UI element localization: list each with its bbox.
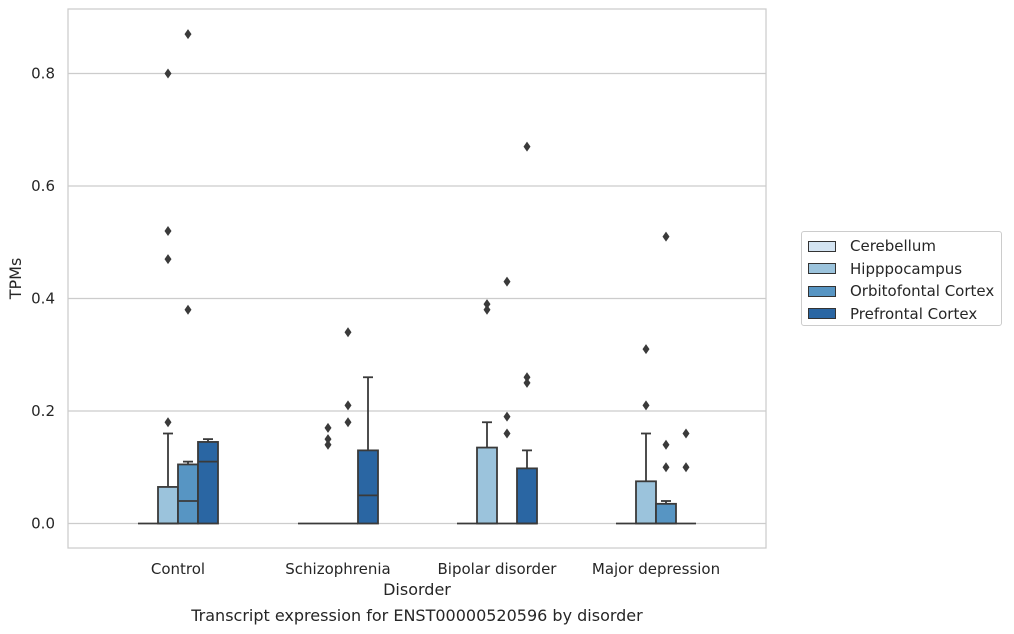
box-prefrontal-cortex [197,438,219,525]
outlier-point [164,417,172,428]
outlier-point [164,226,172,236]
chart-caption: Transcript expression for ENST0000052059… [191,606,643,625]
box [516,467,538,525]
outlier-point [184,304,192,315]
gridlines [68,72,766,525]
y-tick-label: 0.0 [31,515,55,533]
outlier-point [503,428,511,439]
outlier-point [344,417,352,428]
x-tick-labels: Control Schizophrenia Bipolar disorder Majo… [151,560,720,578]
outlier-point [184,29,192,40]
outlier-point [682,428,690,439]
legend-label: Prefrontal Cortex [850,304,978,323]
outlier-point [324,439,332,450]
box-orbitofontal-cortex [177,29,199,525]
y-tick-label: 0.2 [31,402,55,420]
legend: Cerebellum Hipppocampus Orbitofontal Corte… [801,231,1002,326]
legend-swatch [808,240,836,252]
outlier-point [503,411,511,422]
outlier-point [642,344,650,355]
outlier-point [324,434,332,445]
outlier-point [662,231,670,242]
box [157,486,179,525]
legend-label: Orbitofontal Cortex [850,282,995,301]
outlier-point [483,304,491,315]
box-hipppocampus [318,422,338,525]
legend-item: Cerebellum [802,235,1001,258]
y-tick-labels: 0.0 0.2 0.4 0.6 0.8 [31,65,55,533]
box-hipppocampus [157,68,179,525]
box [197,441,219,525]
legend-swatch [808,263,836,275]
box-hipppocampus [635,344,657,525]
outlier-point [662,439,670,450]
boxes [138,29,696,525]
box [177,463,199,525]
legend-swatch [808,285,836,297]
box [357,449,379,525]
legend-swatch [808,308,836,320]
box-prefrontal-cortex [676,428,696,525]
x-tick-label: Schizophrenia [285,560,390,578]
box-prefrontal-cortex [357,376,379,525]
box-prefrontal-cortex [516,141,538,525]
box [635,480,657,525]
outlier-point [344,327,352,338]
y-tick-label: 0.4 [31,290,55,308]
y-tick-label: 0.6 [31,177,55,195]
box-orbitofontal-cortex [338,327,358,525]
outlier-point [523,372,531,383]
box-orbitofontal-cortex [497,276,517,525]
outlier-point [324,422,332,433]
legend-item: Prefrontal Cortex [802,303,1001,326]
outlier-point [503,276,511,287]
legend-item: Hipppocampus [802,258,1001,281]
x-tick-label: Major depression [592,560,720,578]
legend-label: Cerebellum [850,237,936,256]
x-axis-title: Disorder [383,580,451,599]
box [655,502,677,525]
outlier-point [164,68,172,79]
outlier-point [682,462,690,473]
y-tick-label: 0.8 [31,65,55,83]
box-hipppocampus [476,299,498,525]
x-tick-label: Control [151,560,205,578]
legend-label: Hipppocampus [850,259,963,278]
box-orbitofontal-cortex [655,231,677,525]
x-tick-label: Bipolar disorder [438,560,558,578]
outlier-point [523,141,531,152]
outlier-point [483,299,491,310]
outlier-point [164,254,172,265]
y-axis-title: TPMs [6,258,25,301]
outlier-point [642,400,650,411]
box [476,446,498,525]
outlier-point [523,377,531,388]
outlier-point [662,462,670,473]
outlier-point [344,400,352,411]
legend-item: Orbitofontal Cortex [802,280,1001,303]
plot-area-frame [67,8,767,549]
